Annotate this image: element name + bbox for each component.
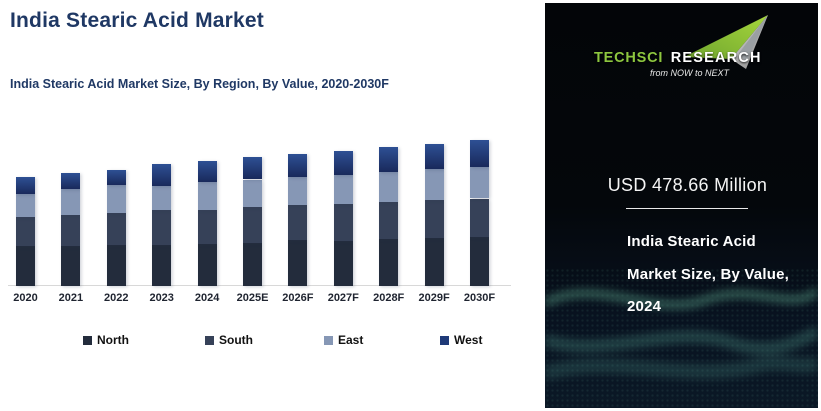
x-axis-label-2029f: 2029F [418, 292, 450, 304]
bar-segment-west-2025E [243, 156, 262, 180]
dot-grid-decoration [545, 268, 818, 408]
bar-segment-west-2030F [470, 140, 489, 167]
bar-segment-south-2027F [333, 204, 353, 242]
x-axis-label-2022: 2022 [104, 292, 129, 304]
x-axis-label-2023: 2023 [149, 292, 174, 304]
techsci-logo: TechSci Research from NOW to NEXT [594, 15, 776, 87]
caption-line-2: Market Size, By Value, [627, 265, 789, 283]
logo-brand-research: Research [670, 50, 762, 66]
bar-segment-east-2022 [106, 184, 126, 213]
bar-segment-west-2023 [152, 164, 172, 186]
bar-segment-south-2024 [197, 210, 217, 244]
bar-segment-east-2025E [243, 179, 262, 208]
bar-segment-north-2020 [16, 246, 35, 286]
bar-segment-south-2023 [152, 210, 172, 245]
x-axis-label-2021: 2021 [58, 292, 84, 304]
bar-segment-north-2030F [470, 237, 489, 286]
logo-brand-techsci: TechSci [594, 50, 664, 66]
bar-segment-east-2026F [288, 177, 308, 206]
bar-segment-north-2026F [288, 240, 308, 286]
bar-segment-east-2030F [470, 166, 489, 199]
bar-segment-west-2029F [424, 143, 444, 170]
chart-panel: India Stearic Acid Market India Stearic … [8, 9, 511, 347]
bar-segment-west-2024 [197, 161, 217, 182]
bar-segment-south-2025E [243, 207, 262, 244]
bar-segment-east-2028F [379, 172, 399, 202]
bar-segment-north-2023 [152, 245, 172, 286]
bar-segment-east-2020 [16, 194, 35, 217]
bar-segment-north-2024 [197, 244, 217, 286]
divider-line [626, 208, 748, 209]
x-axis-label-2027f: 2027F [327, 292, 359, 304]
bar-segment-south-2020 [16, 216, 35, 246]
bar-segment-east-2023 [152, 186, 172, 210]
highlight-value: USD 478.66 Million [607, 175, 768, 195]
bar-segment-east-2021 [61, 189, 81, 215]
x-axis-label-2026f: 2026F [282, 292, 314, 304]
bar-segment-west-2028F [379, 147, 399, 173]
bar-segment-south-2022 [106, 212, 126, 245]
stacked-bar-chart: 2020 2021 2022 2023 2024 2025E 2026F 2027F 2028F… [8, 140, 511, 304]
bar-segment-east-2027F [333, 175, 353, 204]
bar-segment-south-2021 [61, 215, 81, 246]
bar-segment-west-2026F [288, 154, 308, 178]
logo-arrow-icon [684, 15, 768, 69]
bar-segment-north-2022 [106, 245, 126, 286]
bar-segment-north-2021 [61, 245, 81, 286]
x-axis-label-2025e: 2025E [236, 292, 269, 304]
bar-segment-east-2029F [424, 169, 444, 200]
bar-segment-north-2027F [333, 241, 353, 286]
caption-line-3: 2024 [627, 298, 662, 315]
x-axis-label-2020: 2020 [13, 292, 38, 304]
wave-decoration [545, 286, 818, 381]
bar-segment-west-2027F [333, 150, 353, 175]
bar-segment-north-2029F [424, 238, 444, 286]
logo-wordmark: TechSci Research [594, 49, 762, 67]
page-title: India Stearic Acid Market [10, 9, 264, 32]
chart-subtitle: India Stearic Acid Market Size, By Regio… [10, 77, 389, 91]
logo-tagline: from NOW to NEXT [650, 68, 730, 78]
bar-segment-south-2028F [379, 201, 399, 239]
x-axis-label-2024: 2024 [194, 292, 220, 304]
bar-segment-west-2021 [61, 173, 81, 190]
bar-segment-east-2024 [197, 181, 217, 210]
caption-line-1: India Stearic Acid [627, 233, 756, 250]
bar-segment-west-2020 [16, 177, 35, 195]
x-axis-label-2028f: 2028F [373, 292, 405, 304]
bar-segment-south-2030F [470, 198, 489, 238]
brand-panel: TechSci Research from NOW to NEXT USD 47… [545, 3, 818, 408]
bar-segment-west-2022 [106, 170, 126, 185]
bar-segment-north-2028F [379, 239, 399, 286]
bar-segment-south-2026F [288, 205, 308, 240]
bar-segment-south-2029F [424, 199, 444, 239]
x-axis-label-2030f: 2030F [463, 292, 496, 304]
bar-segment-north-2025E [243, 243, 262, 286]
caption-block: India Stearic Acid Market Size, By Value… [627, 226, 789, 324]
